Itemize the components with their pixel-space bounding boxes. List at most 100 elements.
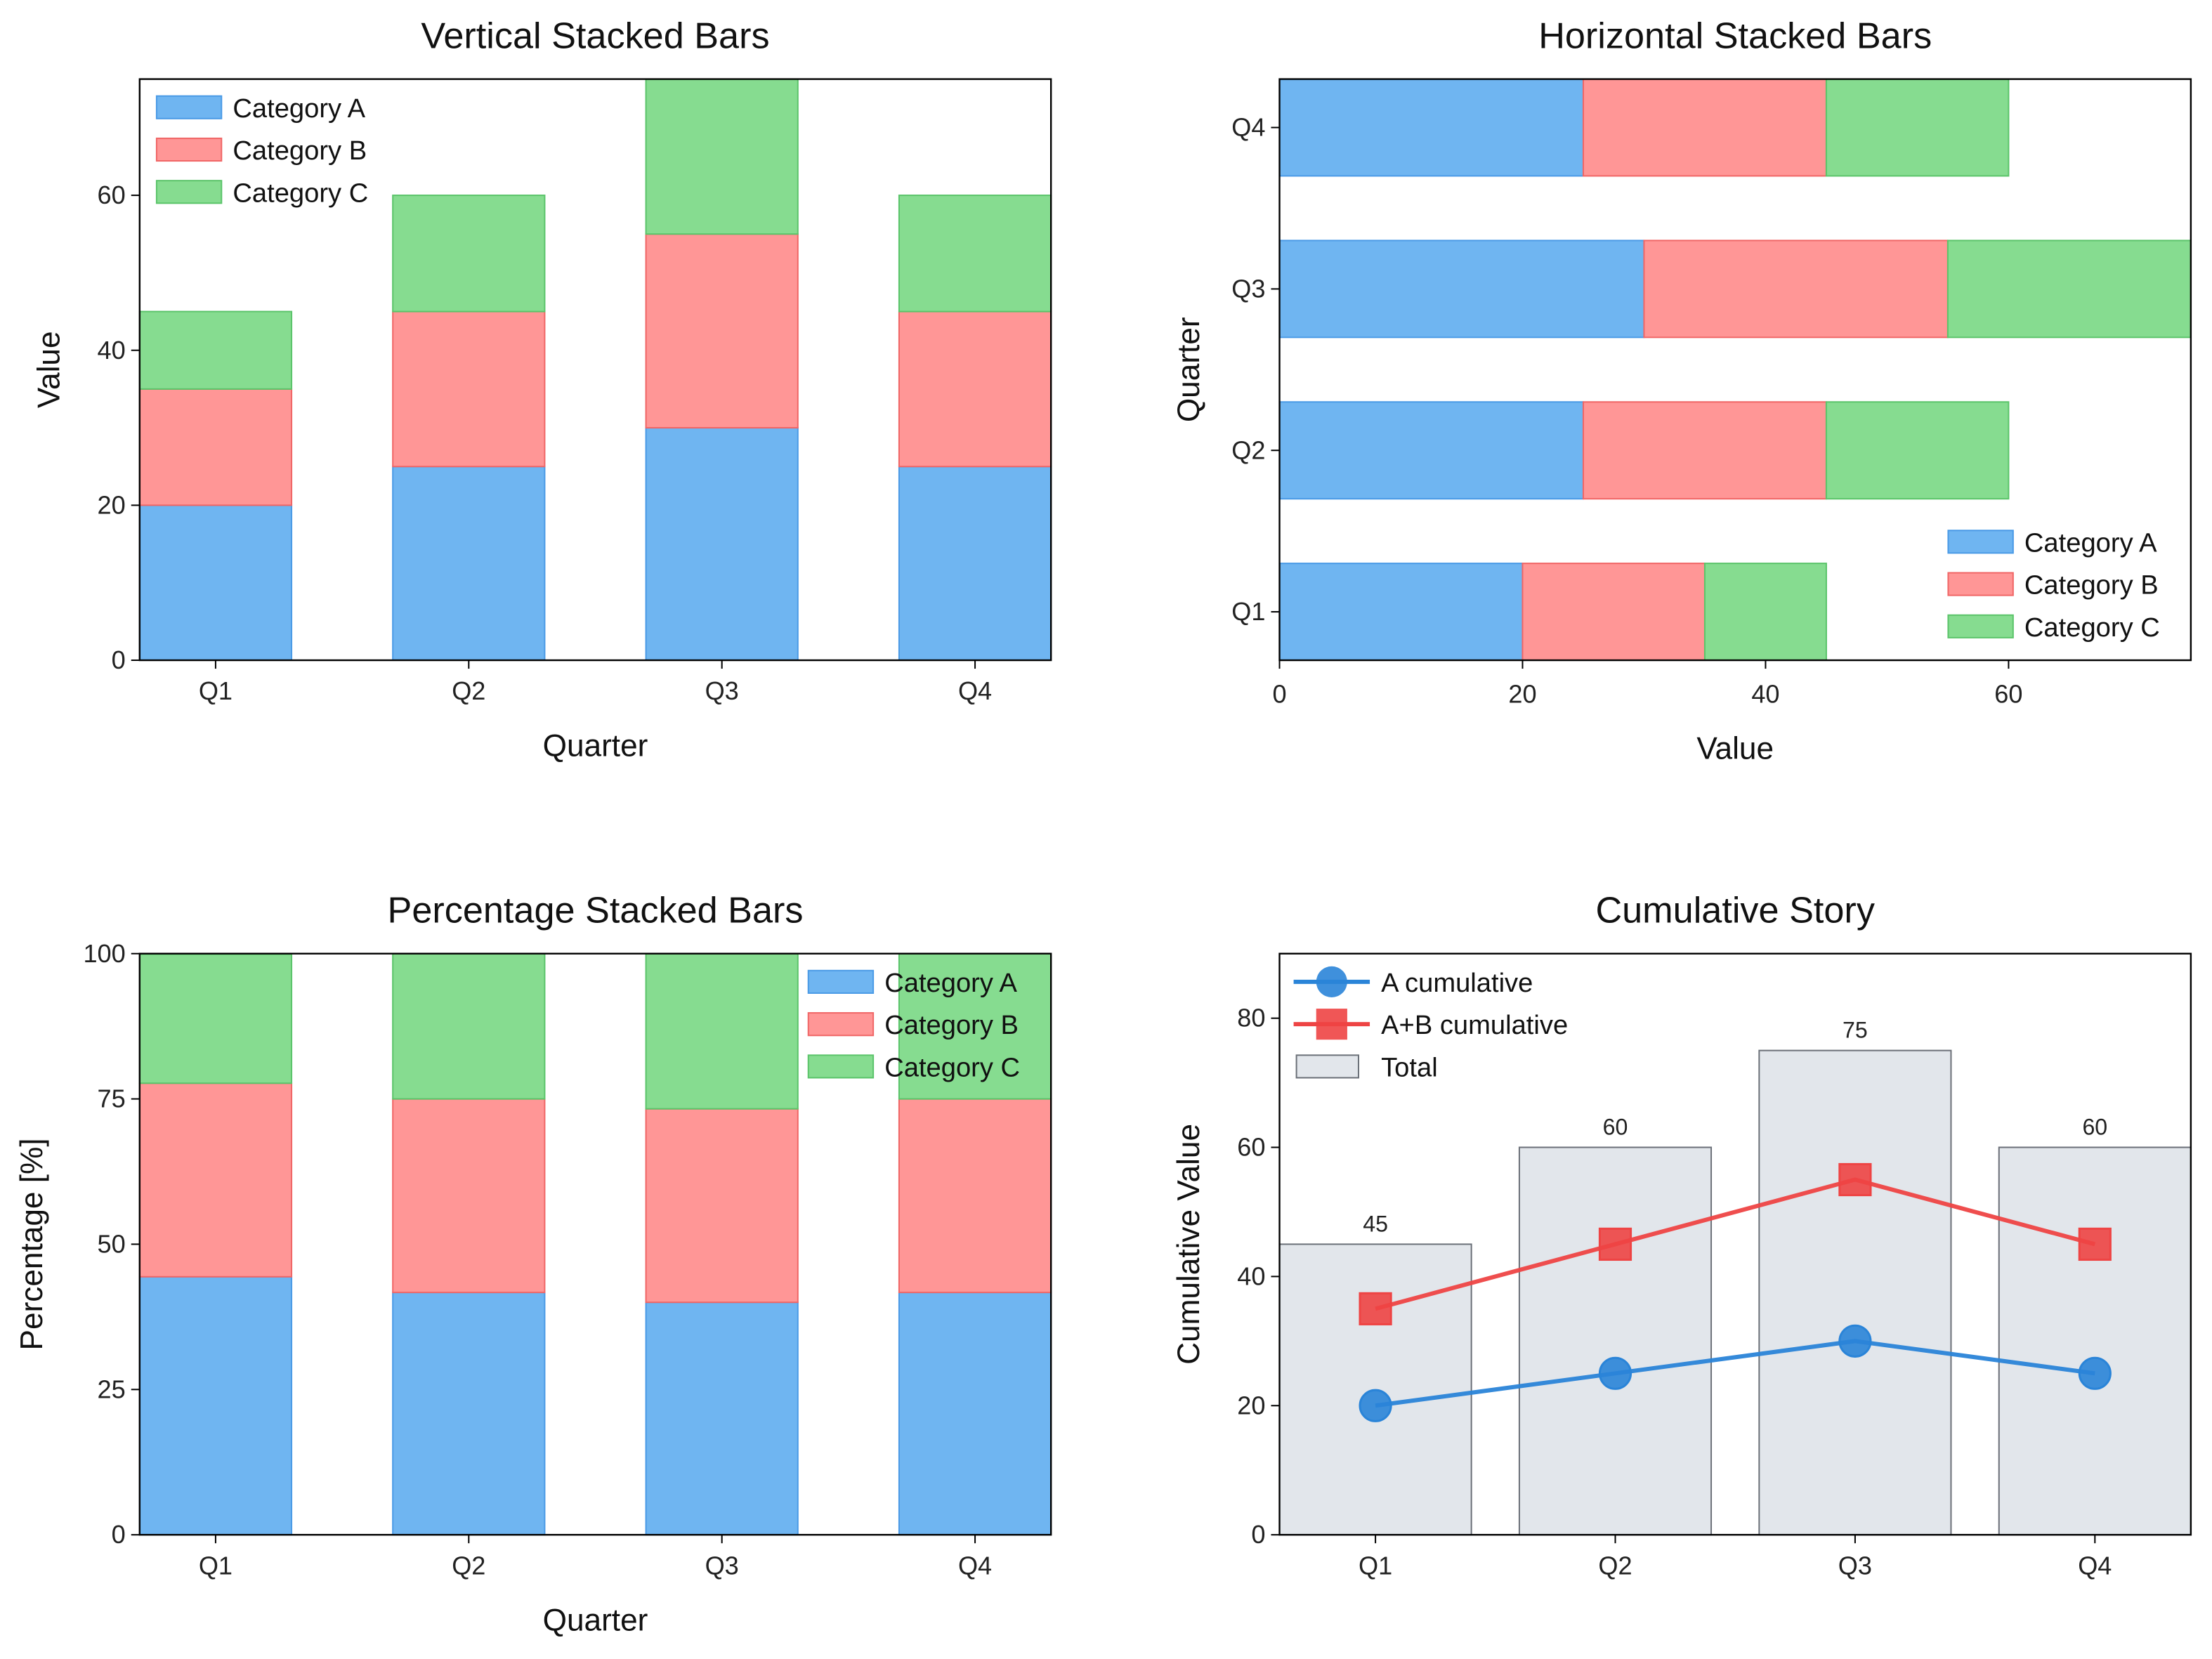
legend-swatch <box>1947 572 2014 596</box>
series-line <box>1375 1339 2095 1408</box>
bar-segment <box>1278 78 1584 177</box>
y-tick-label: 20 <box>1237 1391 1265 1419</box>
bar-segment <box>1278 563 1524 662</box>
bar-segment <box>392 195 546 313</box>
bar-segment <box>1521 563 1706 662</box>
y-axis-label: Percentage [%] <box>15 1138 49 1350</box>
plot-area: 45 60 75 60 Q1 Q2 Q3 Q4 0 20 40 60 80 A cumulative A+B… <box>1237 952 2192 1580</box>
y-tick-label: 25 <box>98 1375 126 1403</box>
legend-label: Category A <box>2024 527 2157 558</box>
bar-segment <box>898 952 1052 1100</box>
total-bar <box>1998 1146 2192 1536</box>
x-tick-label: 20 <box>1508 679 1536 708</box>
chart-title: Cumulative Story <box>1595 891 1874 931</box>
plot-area: Q1 Q2 Q3 Q4 0 25 50 75 100 Category A Category B Ca… <box>83 939 1052 1580</box>
y-tick-label: 0 <box>1251 1520 1265 1549</box>
point-marker <box>1359 1292 1392 1325</box>
y-tick-label: Q4 <box>1231 113 1265 142</box>
y-tick-label: 20 <box>98 490 126 519</box>
legend-marker <box>1316 966 1347 997</box>
bar-segment <box>1703 563 1827 662</box>
bar-segment <box>138 1082 293 1278</box>
y-tick-label: 40 <box>1237 1261 1265 1290</box>
x-axis-label: Value <box>1696 732 1774 766</box>
y-tick-label: 75 <box>98 1084 126 1113</box>
bar-segment <box>138 1276 293 1536</box>
legend-swatch <box>155 95 223 119</box>
bar-segment <box>1825 78 2010 177</box>
series-line <box>1375 1177 2096 1311</box>
legend-swatch <box>1947 614 2014 638</box>
x-tick-label: Q3 <box>705 676 739 705</box>
x-tick-label: Q1 <box>199 676 233 705</box>
panel-percentage-stacked: Percentage Stacked Bars Quarter Percenta… <box>15 891 1052 1638</box>
bar-segment <box>1825 401 2010 500</box>
legend-label: Category A <box>233 93 365 124</box>
y-tick-label: 0 <box>112 645 126 674</box>
legend-label: Category B <box>2024 570 2159 601</box>
bar-segment <box>898 1292 1052 1536</box>
x-tick-label: Q1 <box>1359 1551 1392 1580</box>
bar-segment <box>138 504 293 662</box>
bar-segment <box>392 1292 546 1536</box>
bar-segment <box>138 388 293 506</box>
x-tick-label: Q2 <box>1598 1551 1632 1580</box>
point-marker <box>1359 1389 1392 1422</box>
y-tick-label: 100 <box>83 939 125 968</box>
total-bar <box>1518 1146 1713 1536</box>
data-label: 60 <box>2082 1114 2107 1139</box>
plot-area: Q1 Q2 Q3 Q4 0 20 40 60 Category A Category B Categ… <box>98 78 1052 705</box>
plot-frame <box>1278 952 2192 1536</box>
bar-segment <box>392 310 546 468</box>
legend-label: Category C <box>233 178 368 208</box>
y-tick-label: 60 <box>98 181 126 209</box>
legend-swatch <box>807 1054 875 1079</box>
x-tick-label: Q1 <box>199 1551 233 1580</box>
point-marker <box>1598 1356 1632 1390</box>
x-axis-label: Quarter <box>543 729 648 763</box>
bar-segment <box>1278 240 1645 339</box>
legend-swatch <box>155 137 223 162</box>
bar-segment <box>645 427 799 662</box>
bar-segment <box>1946 240 2192 339</box>
panel-cumulative: Cumulative Story Cumulative Value 45 60 75… <box>1172 891 2192 1580</box>
panel-vertical-stacked: Vertical Stacked Bars Quarter Value Q1 Q2… <box>32 15 1052 763</box>
bar-segment <box>898 195 1052 313</box>
chart-title: Percentage Stacked Bars <box>388 891 804 931</box>
legend-marker <box>1316 1009 1347 1040</box>
x-tick-label: 0 <box>1272 679 1286 708</box>
x-tick-label: Q4 <box>958 676 992 705</box>
legend-label: Category B <box>884 1010 1019 1040</box>
chart-title: Horizontal Stacked Bars <box>1538 15 1932 56</box>
bar-segment <box>645 233 799 429</box>
legend-swatch <box>155 180 223 204</box>
x-tick-label: 40 <box>1751 679 1779 708</box>
bar-segment <box>898 310 1052 468</box>
x-tick-label: Q2 <box>452 676 485 705</box>
y-axis-label: Cumulative Value <box>1172 1124 1206 1365</box>
legend-label: A cumulative <box>1381 968 1533 998</box>
y-tick-label: 40 <box>98 336 126 365</box>
y-tick-label: Q2 <box>1231 435 1265 464</box>
bar-segment <box>1278 401 1584 500</box>
y-tick-label: 50 <box>98 1229 126 1258</box>
data-label: 45 <box>1363 1211 1388 1236</box>
bar-segment <box>898 1098 1052 1294</box>
x-tick-label: Q3 <box>1838 1551 1872 1580</box>
panel-horizontal-stacked: Horizontal Stacked Bars Value Quarter Q1… <box>1172 15 2192 766</box>
chart-title: Vertical Stacked Bars <box>421 15 769 56</box>
y-tick-label: Q3 <box>1231 274 1265 303</box>
y-axis-label: Quarter <box>1172 317 1206 422</box>
bar-segment <box>138 310 293 390</box>
total-bar <box>1758 1049 1952 1536</box>
legend-label: Category C <box>884 1052 1020 1082</box>
x-tick-label: Q4 <box>2078 1551 2112 1580</box>
x-tick-label: Q2 <box>452 1551 485 1580</box>
bar-segment <box>1582 78 1827 177</box>
point-marker <box>1838 1162 1872 1197</box>
bar-segment <box>645 1108 799 1304</box>
legend-label: A+B cumulative <box>1381 1010 1568 1040</box>
y-axis-label: Value <box>32 331 66 408</box>
point-marker <box>1838 1324 1872 1358</box>
